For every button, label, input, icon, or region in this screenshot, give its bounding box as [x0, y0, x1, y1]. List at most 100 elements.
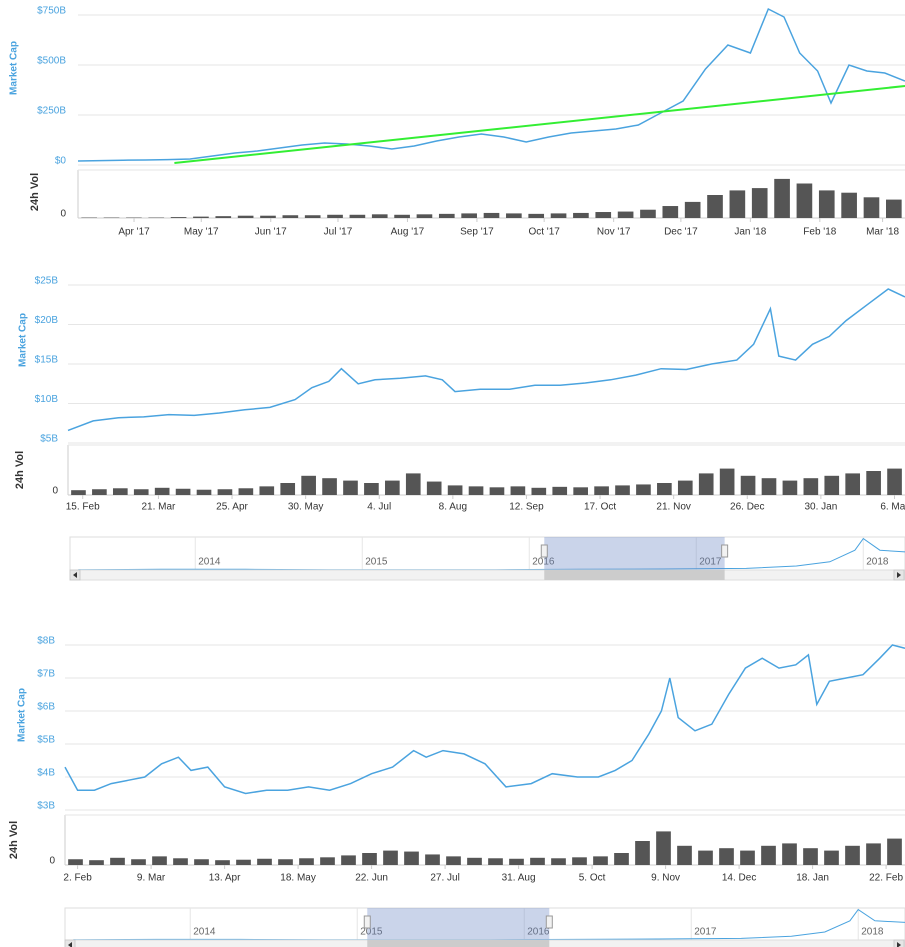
volume-bar [595, 212, 612, 218]
volume-bar [341, 855, 356, 865]
y-tick-label: $3B [37, 801, 55, 812]
volume-bar [322, 478, 337, 495]
volume-bar [818, 190, 835, 218]
navigator-label: 2018 [861, 927, 884, 938]
volume-bar [68, 859, 83, 865]
navigator-label: 2018 [866, 557, 889, 568]
volume-bar [468, 486, 484, 495]
scrollbar-track [69, 569, 905, 581]
volume-bar [71, 490, 86, 495]
volume-bar [131, 859, 146, 865]
scrollbar-thumb[interactable] [367, 940, 550, 947]
volume-bar [729, 190, 746, 218]
volume-bar [803, 478, 819, 495]
navigator-handle[interactable] [721, 544, 729, 558]
volume-bar [215, 860, 230, 865]
volume-bar [299, 858, 314, 865]
navigator-line [78, 537, 905, 571]
volume-bar [656, 831, 671, 865]
volume-bar [506, 213, 522, 218]
y-tick-label: $4B [37, 768, 55, 779]
volume-bar [194, 859, 209, 865]
volume-bar [845, 473, 861, 495]
x-tick-label: May '17 [184, 227, 219, 238]
navigator-handle[interactable] [363, 915, 371, 929]
volume-bar [280, 483, 296, 495]
y-axis-title: Market Cap [18, 313, 29, 367]
volume-bar [154, 487, 170, 495]
trend-line [174, 85, 905, 164]
volume-bar [761, 845, 776, 865]
navigator-handle[interactable] [545, 915, 553, 929]
x-tick-label: 30. May [288, 502, 324, 513]
volume-bar [385, 480, 400, 495]
volume-bar [551, 858, 566, 865]
x-tick-label: Jun '17 [255, 227, 287, 238]
volume-bar [237, 215, 254, 218]
x-tick-label: Oct '17 [528, 227, 560, 238]
price-line [67, 288, 905, 432]
scrollbar-thumb[interactable] [544, 570, 725, 580]
volume-bar [615, 485, 630, 495]
x-tick-label: 9. Nov [651, 873, 680, 884]
volume-bar [782, 480, 798, 495]
volume-bar [640, 209, 656, 218]
x-tick-label: 2. Feb [63, 873, 92, 884]
volume-bar [259, 486, 275, 495]
volume-bar [698, 850, 713, 865]
volume-bar [260, 215, 276, 218]
volume-bar [301, 475, 316, 495]
navigator-handle[interactable] [540, 544, 548, 558]
navigator-label: 2015 [360, 927, 383, 938]
price-line [64, 644, 905, 795]
volume-bar [416, 214, 433, 218]
volume-bar [677, 845, 692, 865]
x-tick-label: Jan '18 [734, 227, 766, 238]
y-tick-label: $0 [55, 156, 67, 167]
volume-bar [110, 857, 125, 865]
navigator-bg [64, 907, 905, 941]
volume-bar [552, 486, 568, 495]
x-tick-label: 6. Mar [880, 502, 905, 513]
volume-bar [217, 489, 233, 495]
scroll-right-arrow [897, 942, 901, 947]
volume-bar [707, 195, 723, 218]
navigator-label: 2016 [532, 557, 555, 568]
volume-bar [170, 217, 187, 218]
volume-bar [133, 489, 149, 495]
x-tick-label: 22. Feb [869, 873, 903, 884]
x-tick-label: 8. Aug [439, 502, 467, 513]
volume-axis-title: 24h Vol [14, 451, 26, 489]
volume-bar [887, 838, 902, 865]
volume-bar [425, 854, 440, 865]
navigator-bg [69, 536, 905, 571]
x-tick-label: 26. Dec [730, 502, 764, 513]
volume-bar [238, 488, 254, 495]
volume-bar [614, 853, 629, 865]
x-tick-label: 21. Mar [141, 502, 176, 513]
volume-bar [761, 478, 777, 495]
volume-bar [320, 857, 335, 865]
y-tick-label: $750B [37, 6, 66, 17]
x-tick-label: 4. Jul [367, 502, 391, 513]
volume-bar [438, 213, 455, 218]
volume-bar [657, 483, 672, 495]
x-tick-label: 18. Jan [796, 873, 829, 884]
scroll-right-arrow [897, 572, 901, 578]
y-tick-label: $10B [35, 394, 59, 405]
volume-bar [528, 213, 545, 218]
volume-bar [845, 845, 860, 865]
volume-bar [573, 212, 589, 218]
volume-bar [887, 468, 902, 495]
y-tick-label: $5B [40, 434, 58, 445]
navigator-label: 2017 [699, 557, 722, 568]
volume-bar [866, 471, 881, 495]
navigator-label: 2015 [365, 557, 388, 568]
volume-bar [152, 856, 167, 865]
navigator-selection[interactable] [367, 908, 550, 940]
volume-bar [774, 178, 790, 218]
navigator-selection[interactable] [544, 537, 725, 570]
x-tick-label: Sep '17 [460, 227, 494, 238]
price-line [77, 7, 905, 162]
